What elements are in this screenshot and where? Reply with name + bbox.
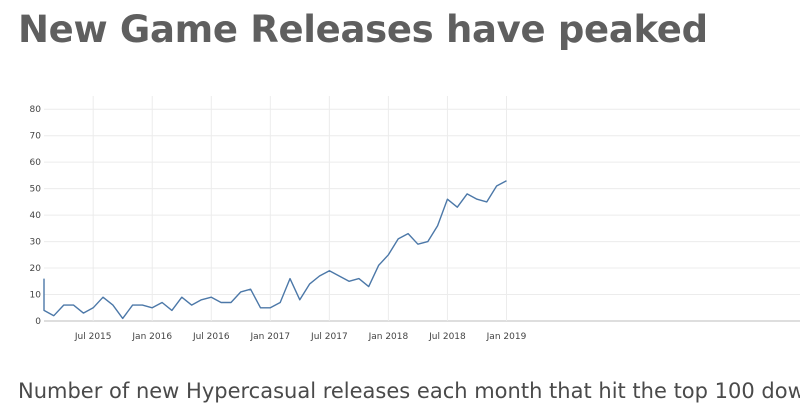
chart-caption: Number of new Hypercasual releases each … [18,379,800,403]
y-tick-label: 70 [30,132,42,142]
y-tick-label: 0 [35,317,41,327]
x-tick-label: Jul 2018 [428,332,466,342]
chart-series [43,180,507,320]
x-tick-label: Jan 2018 [368,332,409,342]
x-tick-label: Jan 2019 [486,332,527,342]
y-tick-label: 30 [30,238,42,248]
x-tick-label: Jan 2016 [131,332,172,342]
y-tick-label: 80 [30,105,42,115]
y-tick-label: 60 [30,158,42,168]
chart-grid [44,96,800,322]
x-tick-label: Jul 2015 [74,332,112,342]
x-tick-label: Jul 2016 [192,332,230,342]
x-tick-label: Jul 2017 [310,332,348,342]
y-axis: 0 10 20 30 40 50 60 70 80 [30,105,42,327]
series-line [43,180,507,320]
x-axis: Jul 2015 Jan 2016 Jul 2016 Jan 2017 Jul 2017… [74,332,527,342]
y-tick-label: 40 [30,211,42,221]
y-tick-label: 10 [30,291,42,301]
page-title: New Game Releases have peaked [18,8,708,51]
y-tick-label: 20 [30,264,42,274]
y-tick-label: 50 [30,185,42,195]
x-tick-label: Jan 2017 [249,332,290,342]
